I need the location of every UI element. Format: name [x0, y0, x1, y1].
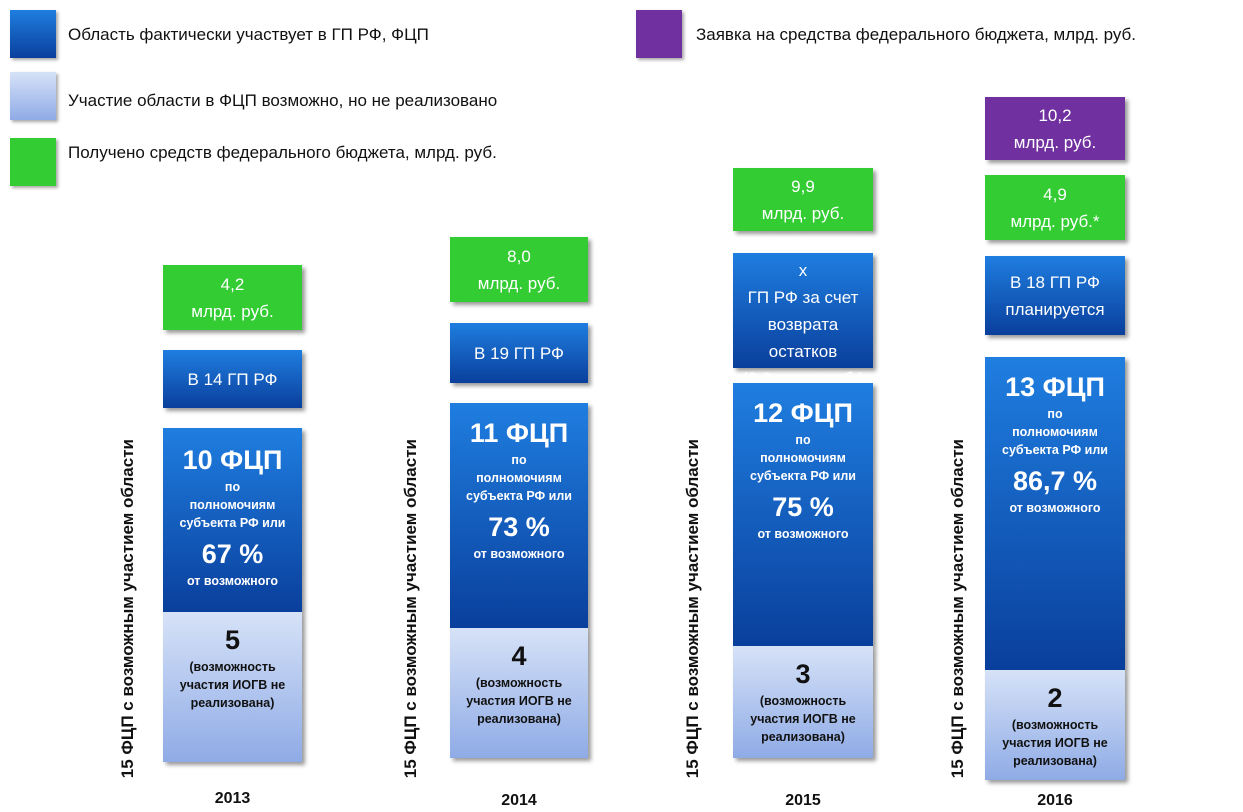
rest-text: участия ИОГВ не [1002, 736, 1108, 750]
funds-text: млрд. руб. [477, 273, 561, 293]
request-box: 10,2 млрд. руб. [985, 97, 1125, 160]
rest-box: 5 (возможность участия ИОГВ не реализована) [163, 612, 302, 762]
fcp-text: субъекта РФ или [179, 516, 286, 530]
fcp-title: 12 ФЦП [753, 398, 853, 428]
rest-text: реализована) [190, 696, 275, 710]
rest-text: участия ИОГВ не [466, 694, 572, 708]
gp-text: В 19 ГП РФ [474, 343, 564, 363]
rest-count: 4 [511, 641, 527, 671]
gp-box: В 19 ГП РФ [450, 323, 588, 383]
gp-box: В 18 ГП РФ планируется [985, 256, 1125, 335]
funds-text: млрд. руб. [191, 301, 274, 321]
fcp-title: 13 ФЦП [1005, 372, 1105, 402]
side-label: 15 ФЦП с возможным участием области [683, 438, 702, 778]
gp-text: ГП РФ за счет [747, 287, 859, 307]
gp-text: В 17 ГП РФ + в 2-х [733, 233, 873, 280]
rest-count: 2 [1047, 683, 1063, 713]
fcp-percent: 86,7 % [1012, 466, 1098, 496]
rest-text: (возможность [189, 660, 276, 674]
fcp-text: по [224, 480, 241, 494]
rest-box: 3 (возможность участия ИОГВ не реализована) [733, 646, 873, 758]
rest-text: (возможность [759, 694, 847, 708]
request-text: млрд. руб. [1013, 132, 1097, 152]
gp-text: возврата остатков [767, 314, 839, 361]
rest-text: реализована) [477, 712, 561, 726]
year-label: 2015 [785, 792, 821, 809]
year-label: 2013 [214, 790, 251, 807]
side-label: 15 ФЦП с возможным участием области [401, 438, 420, 778]
rest-box: 2 (возможность участия ИОГВ не реализована) [985, 670, 1125, 780]
fcp-box: 13 ФЦП по полномочиям субъекта РФ или 86,7 %… [985, 357, 1125, 670]
gp-text: (0,9 млрд. руб.) [741, 368, 865, 388]
fcp-text: полномочиям [760, 451, 846, 465]
gp-box: В 14 ГП РФ [163, 350, 302, 408]
funds-text: млрд. руб. [761, 203, 845, 223]
gp-text: планируется [1005, 299, 1105, 319]
fcp-title: 11 ФЦП [469, 418, 569, 448]
fcp-title: 10 ФЦП [182, 445, 283, 475]
legend-label: Заявка на средства федерального бюджета,… [696, 25, 1136, 44]
fcp-percent: 73 % [488, 512, 550, 542]
side-label: 15 ФЦП с возможным участием области [948, 438, 967, 778]
request-text: 10,2 [1038, 105, 1072, 125]
rest-text: участия ИОГВ не [750, 712, 856, 726]
gp-text: В 18 ГП РФ [1010, 272, 1100, 292]
year-label: 2016 [1037, 792, 1073, 809]
rest-box: 4 (возможность участия ИОГВ не реализована) [450, 628, 588, 758]
fcp-note: от возможного [473, 547, 565, 561]
legend-swatch [10, 10, 56, 58]
fcp-percent: 75 % [772, 492, 834, 522]
fcp-text: полномочиям [476, 471, 562, 485]
fcp-box: 11 ФЦП по полномочиям субъекта РФ или 73 % от… [450, 403, 588, 628]
fcp-box: 10 ФЦП по полномочиям субъекта РФ или 67 % от… [163, 428, 302, 612]
rest-text: реализована) [761, 730, 845, 744]
fcp-text: по [511, 453, 527, 467]
fcp-text: субъекта РФ или [466, 489, 572, 503]
fcp-text: субъекта РФ или [1002, 443, 1108, 457]
fcp-text: по [1047, 407, 1063, 421]
funds-box: 8,0 млрд. руб. [450, 237, 588, 302]
funds-box: 4,9 млрд. руб.* [985, 175, 1125, 240]
gp-text: В 14 ГП РФ [187, 369, 278, 389]
legend-swatch [10, 72, 56, 120]
fcp-note: от возможного [1009, 501, 1101, 515]
funds-text: 8,0 [507, 246, 531, 266]
rest-text: участия ИОГВ не [179, 678, 286, 692]
legend-swatch [10, 138, 56, 186]
year-label: 2014 [501, 792, 537, 809]
fcp-text: полномочиям [1012, 425, 1098, 439]
fcp-text: по [795, 433, 811, 447]
funds-text: 4,9 [1043, 184, 1067, 204]
fcp-text: полномочиям [189, 498, 276, 512]
legend-label: Получено средств федерального бюджета, м… [68, 143, 497, 162]
fcp-note: от возможного [186, 574, 279, 588]
rest-count: 5 [224, 625, 241, 655]
funds-text: 4,2 [220, 274, 245, 294]
fcp-box: 12 ФЦП по полномочиям субъекта РФ или 75 % от… [733, 383, 873, 646]
funds-box: 4,2 млрд. руб. [163, 265, 302, 330]
fcp-percent: 67 % [201, 539, 264, 569]
funds-box: 9,9 млрд. руб. [733, 168, 873, 231]
legend-label: Участие области в ФЦП возможно, но не ре… [68, 91, 498, 110]
fcp-text: субъекта РФ или [750, 469, 856, 483]
funds-text: 9,9 [791, 176, 815, 196]
rest-count: 3 [795, 659, 811, 689]
rest-text: (возможность [1011, 718, 1099, 732]
rest-text: (возможность [475, 676, 563, 690]
gp-box: В 17 ГП РФ + в 2-х ГП РФ за счет возврата … [733, 234, 873, 388]
rest-text: реализована) [1013, 754, 1097, 768]
funds-text: млрд. руб.* [1010, 211, 1100, 231]
side-label: 15 ФЦП с возможным участием области [118, 438, 137, 778]
legend-swatch [636, 10, 682, 58]
legend-label: Область фактически участвует в ГП РФ, ФЦ… [68, 25, 429, 44]
fcp-note: от возможного [757, 527, 849, 541]
